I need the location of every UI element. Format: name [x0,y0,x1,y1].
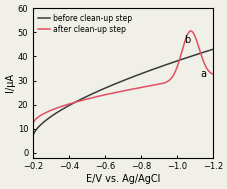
Line: before clean-up step: before clean-up step [33,49,212,136]
Text: a: a [200,69,206,79]
Legend: before clean-up step, after clean-up step: before clean-up step, after clean-up ste… [37,12,133,35]
after clean-up step [137,87,140,89]
after clean-up step [151,84,154,86]
before clean-up step [137,73,140,76]
before clean-up step [211,48,214,50]
Y-axis label: I/μA: I/μA [5,74,15,92]
before clean-up step [32,135,34,137]
after clean-up step [189,30,191,32]
after clean-up step [32,123,34,125]
before clean-up step [78,99,80,101]
before clean-up step [151,68,154,70]
after clean-up step [211,73,214,75]
after clean-up step [63,104,66,106]
after clean-up step [167,80,169,82]
before clean-up step [63,107,66,109]
Text: b: b [183,35,190,45]
after clean-up step [113,92,115,94]
Line: after clean-up step: after clean-up step [33,31,212,124]
before clean-up step [113,83,115,85]
after clean-up step [78,100,80,102]
X-axis label: E/V vs. Ag/AgCl: E/V vs. Ag/AgCl [86,174,160,184]
before clean-up step [167,63,169,65]
